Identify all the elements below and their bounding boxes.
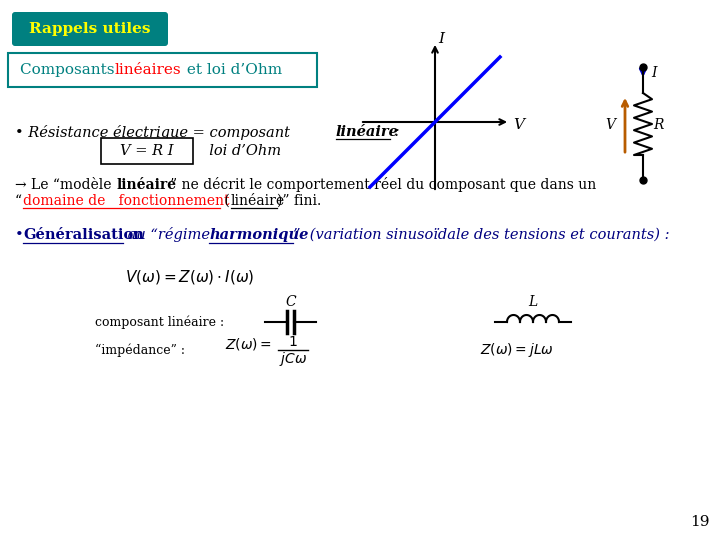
Text: V = R I: V = R I <box>120 144 174 158</box>
Text: composant linéaire :: composant linéaire : <box>95 315 224 329</box>
Text: $Z(\omega)=$: $Z(\omega)=$ <box>225 336 272 352</box>
Text: linéaires: linéaires <box>115 63 181 77</box>
Text: Composants: Composants <box>20 63 120 77</box>
Text: domaine de   fonctionnement: domaine de fonctionnement <box>23 194 230 208</box>
Text: )” fini.: )” fini. <box>277 194 321 208</box>
Text: • Résistance électrique = composant: • Résistance électrique = composant <box>15 125 294 139</box>
Text: → Le “modèle: → Le “modèle <box>15 178 116 192</box>
Text: V: V <box>605 118 615 132</box>
FancyBboxPatch shape <box>101 138 193 164</box>
Text: (: ( <box>220 194 230 208</box>
Text: harmonique: harmonique <box>209 228 308 242</box>
Text: 19: 19 <box>690 515 710 529</box>
Text: L: L <box>528 295 538 309</box>
Text: $V(\omega)=Z(\omega)\cdot I(\omega)$: $V(\omega)=Z(\omega)\cdot I(\omega)$ <box>125 268 255 286</box>
Text: :: : <box>390 125 400 139</box>
Text: $Z(\omega)= jL\omega$: $Z(\omega)= jL\omega$ <box>480 341 554 359</box>
Text: $1$: $1$ <box>288 335 298 349</box>
Text: linéaire: linéaire <box>231 194 285 208</box>
Text: Rappels utiles: Rappels utiles <box>30 22 150 36</box>
Text: •: • <box>15 228 28 242</box>
Text: $jC\omega$: $jC\omega$ <box>279 350 307 368</box>
Text: linéaire: linéaire <box>117 178 177 192</box>
Text: Généralisation: Généralisation <box>23 228 144 242</box>
Text: ”  (variation sinusoïdale des tensions et courants) :: ” (variation sinusoïdale des tensions et… <box>293 228 670 242</box>
Text: linéaire: linéaire <box>336 125 399 139</box>
Text: I: I <box>438 32 444 46</box>
FancyBboxPatch shape <box>12 12 168 46</box>
Text: R: R <box>653 118 664 132</box>
Text: C: C <box>286 295 297 309</box>
Text: “: “ <box>15 194 22 208</box>
Text: V: V <box>513 118 524 132</box>
Text: ” ne décrit le comportement réel du composant que dans un: ” ne décrit le comportement réel du comp… <box>170 178 596 192</box>
Text: et loi d’Ohm: et loi d’Ohm <box>182 63 282 77</box>
Text: au “régime: au “régime <box>123 227 215 242</box>
Text: loi d’Ohm: loi d’Ohm <box>200 144 281 158</box>
Text: “impédance” :: “impédance” : <box>95 343 185 357</box>
Text: I: I <box>651 66 657 80</box>
FancyBboxPatch shape <box>8 53 317 87</box>
